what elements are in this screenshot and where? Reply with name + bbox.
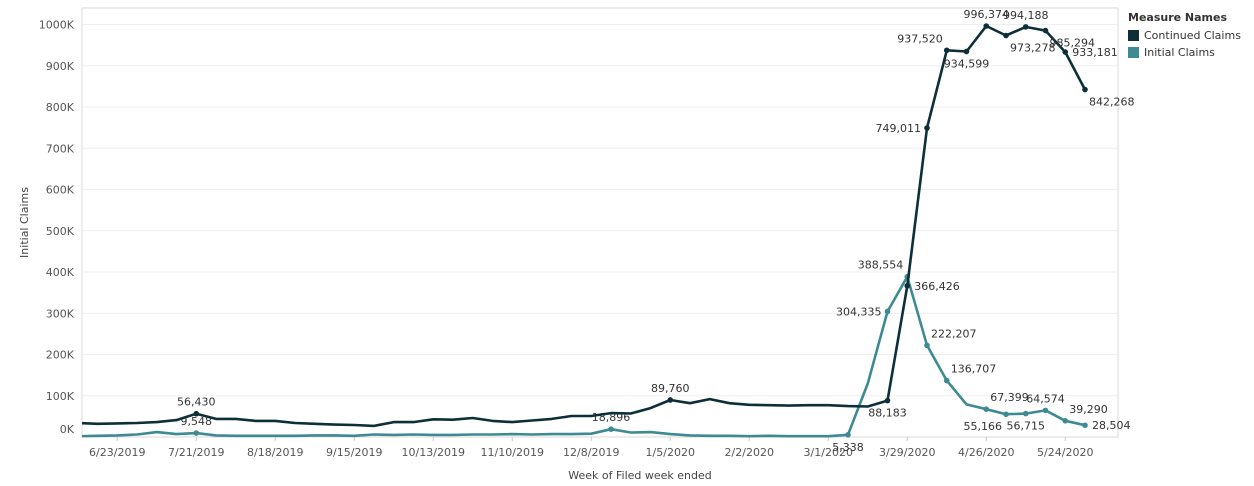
data-label-initial-claims: 304,335 (836, 305, 882, 318)
data-label-initial-claims: 222,207 (931, 327, 977, 340)
data-point-initial-claims[interactable] (1062, 417, 1069, 424)
data-label-initial-claims: 55,166 (964, 420, 1003, 433)
data-point-continued-claims[interactable] (943, 47, 950, 54)
x-tick-label: 8/18/2019 (247, 446, 303, 459)
y-tick-label: 200K (46, 349, 75, 362)
y-tick-label: 1000K (39, 19, 75, 32)
legend-swatch-continued-claims (1128, 30, 1139, 41)
y-tick-label: 900K (46, 60, 75, 73)
data-point-continued-claims[interactable] (1003, 32, 1009, 39)
data-label-continued-claims: 56,430 (177, 396, 216, 409)
x-tick-label: 3/29/2020 (879, 446, 935, 459)
data-point-continued-claims[interactable] (884, 397, 891, 404)
data-point-continued-claims[interactable] (963, 48, 970, 55)
data-label-continued-claims: 933,181 (1072, 46, 1118, 59)
data-point-initial-claims[interactable] (845, 431, 851, 438)
x-tick-label: 7/21/2019 (168, 446, 224, 459)
data-point-initial-claims[interactable] (924, 342, 930, 349)
data-point-initial-claims[interactable] (608, 426, 614, 433)
y-tick-label: 300K (46, 307, 75, 320)
x-tick-label: 11/10/2019 (481, 446, 544, 459)
data-point-initial-claims[interactable] (1022, 410, 1029, 417)
legend: Measure Names Continued Claims Initial C… (1128, 11, 1241, 61)
data-point-continued-claims[interactable] (1082, 86, 1088, 93)
data-point-continued-claims[interactable] (1042, 27, 1049, 34)
data-label-continued-claims: 934,599 (944, 57, 990, 70)
data-point-continued-claims[interactable] (193, 410, 200, 417)
plot-area (81, 7, 1119, 438)
data-point-initial-claims[interactable] (193, 430, 200, 436)
data-label-continued-claims: 749,011 (876, 122, 922, 135)
y-tick-label: 0K (60, 423, 75, 436)
legend-label-initial-claims: Initial Claims (1144, 46, 1215, 59)
data-point-continued-claims[interactable] (924, 125, 930, 131)
y-tick-label: 100K (46, 390, 75, 403)
data-point-initial-claims[interactable] (1003, 411, 1009, 418)
y-tick-label: 800K (46, 101, 75, 114)
legend-swatch-initial-claims (1128, 47, 1139, 58)
data-label-continued-claims: 985,294 (1050, 37, 1096, 50)
data-point-initial-claims[interactable] (983, 406, 990, 412)
x-tick-label: 4/26/2020 (958, 446, 1014, 459)
data-label-initial-claims: 5,338 (832, 441, 864, 454)
y-tick-label: 400K (46, 266, 75, 279)
x-tick-label: 10/13/2019 (402, 446, 465, 459)
data-point-initial-claims[interactable] (1042, 407, 1049, 414)
data-label-initial-claims: 136,707 (951, 363, 997, 376)
y-tick-label: 600K (46, 184, 75, 197)
data-point-continued-claims[interactable] (904, 283, 911, 289)
data-point-continued-claims[interactable] (667, 397, 674, 403)
x-tick-label: 9/15/2019 (326, 446, 382, 459)
data-label-initial-claims: 388,554 (858, 259, 904, 272)
y-tick-label: 500K (46, 225, 75, 238)
data-point-continued-claims[interactable] (1022, 24, 1029, 30)
legend-title: Measure Names (1128, 11, 1228, 24)
x-tick-label: 12/8/2019 (563, 446, 619, 459)
x-tick-label: 3/1/2020 (804, 446, 853, 459)
x-tick-label: 5/24/2020 (1037, 446, 1093, 459)
x-tick-label: 2/2/2020 (725, 446, 774, 459)
y-tick-label: 700K (46, 142, 75, 155)
data-label-initial-claims: 9,548 (181, 415, 213, 428)
data-label-continued-claims: 937,520 (897, 32, 943, 45)
data-label-continued-claims: 842,268 (1089, 96, 1135, 109)
legend-label-continued-claims: Continued Claims (1144, 29, 1241, 42)
data-label-initial-claims: 56,715 (1007, 420, 1046, 433)
x-axis-title: Week of Filed week ended (568, 469, 712, 482)
data-point-continued-claims[interactable] (983, 23, 990, 29)
data-point-initial-claims[interactable] (1082, 422, 1088, 429)
data-label-continued-claims: 89,760 (651, 382, 690, 395)
data-label-initial-claims: 64,574 (1026, 392, 1065, 405)
data-point-continued-claims[interactable] (1062, 49, 1069, 55)
y-axis-title: Initial Claims (18, 187, 31, 258)
data-label-continued-claims: 973,278 (1010, 42, 1056, 55)
x-tick-label: 1/5/2020 (646, 446, 695, 459)
x-tick-label: 6/23/2019 (89, 446, 145, 459)
series-line-continued-claims[interactable] (58, 24, 1087, 428)
data-label-initial-claims: 28,504 (1092, 419, 1131, 432)
data-point-initial-claims[interactable] (884, 308, 891, 315)
series-line-initial-claims[interactable] (58, 275, 1086, 438)
legend-item-continued-claims[interactable]: Continued Claims (1128, 27, 1241, 44)
data-label-continued-claims: 88,183 (868, 407, 907, 420)
data-label-continued-claims: 996,374 (964, 8, 1010, 21)
data-label-continued-claims: 366,426 (914, 280, 960, 293)
data-label-continued-claims: 994,188 (1003, 9, 1049, 22)
data-label-initial-claims: 39,290 (1069, 403, 1108, 416)
legend-item-initial-claims[interactable]: Initial Claims (1128, 44, 1241, 61)
data-label-initial-claims: 67,399 (990, 391, 1029, 404)
data-point-initial-claims[interactable] (943, 377, 950, 384)
